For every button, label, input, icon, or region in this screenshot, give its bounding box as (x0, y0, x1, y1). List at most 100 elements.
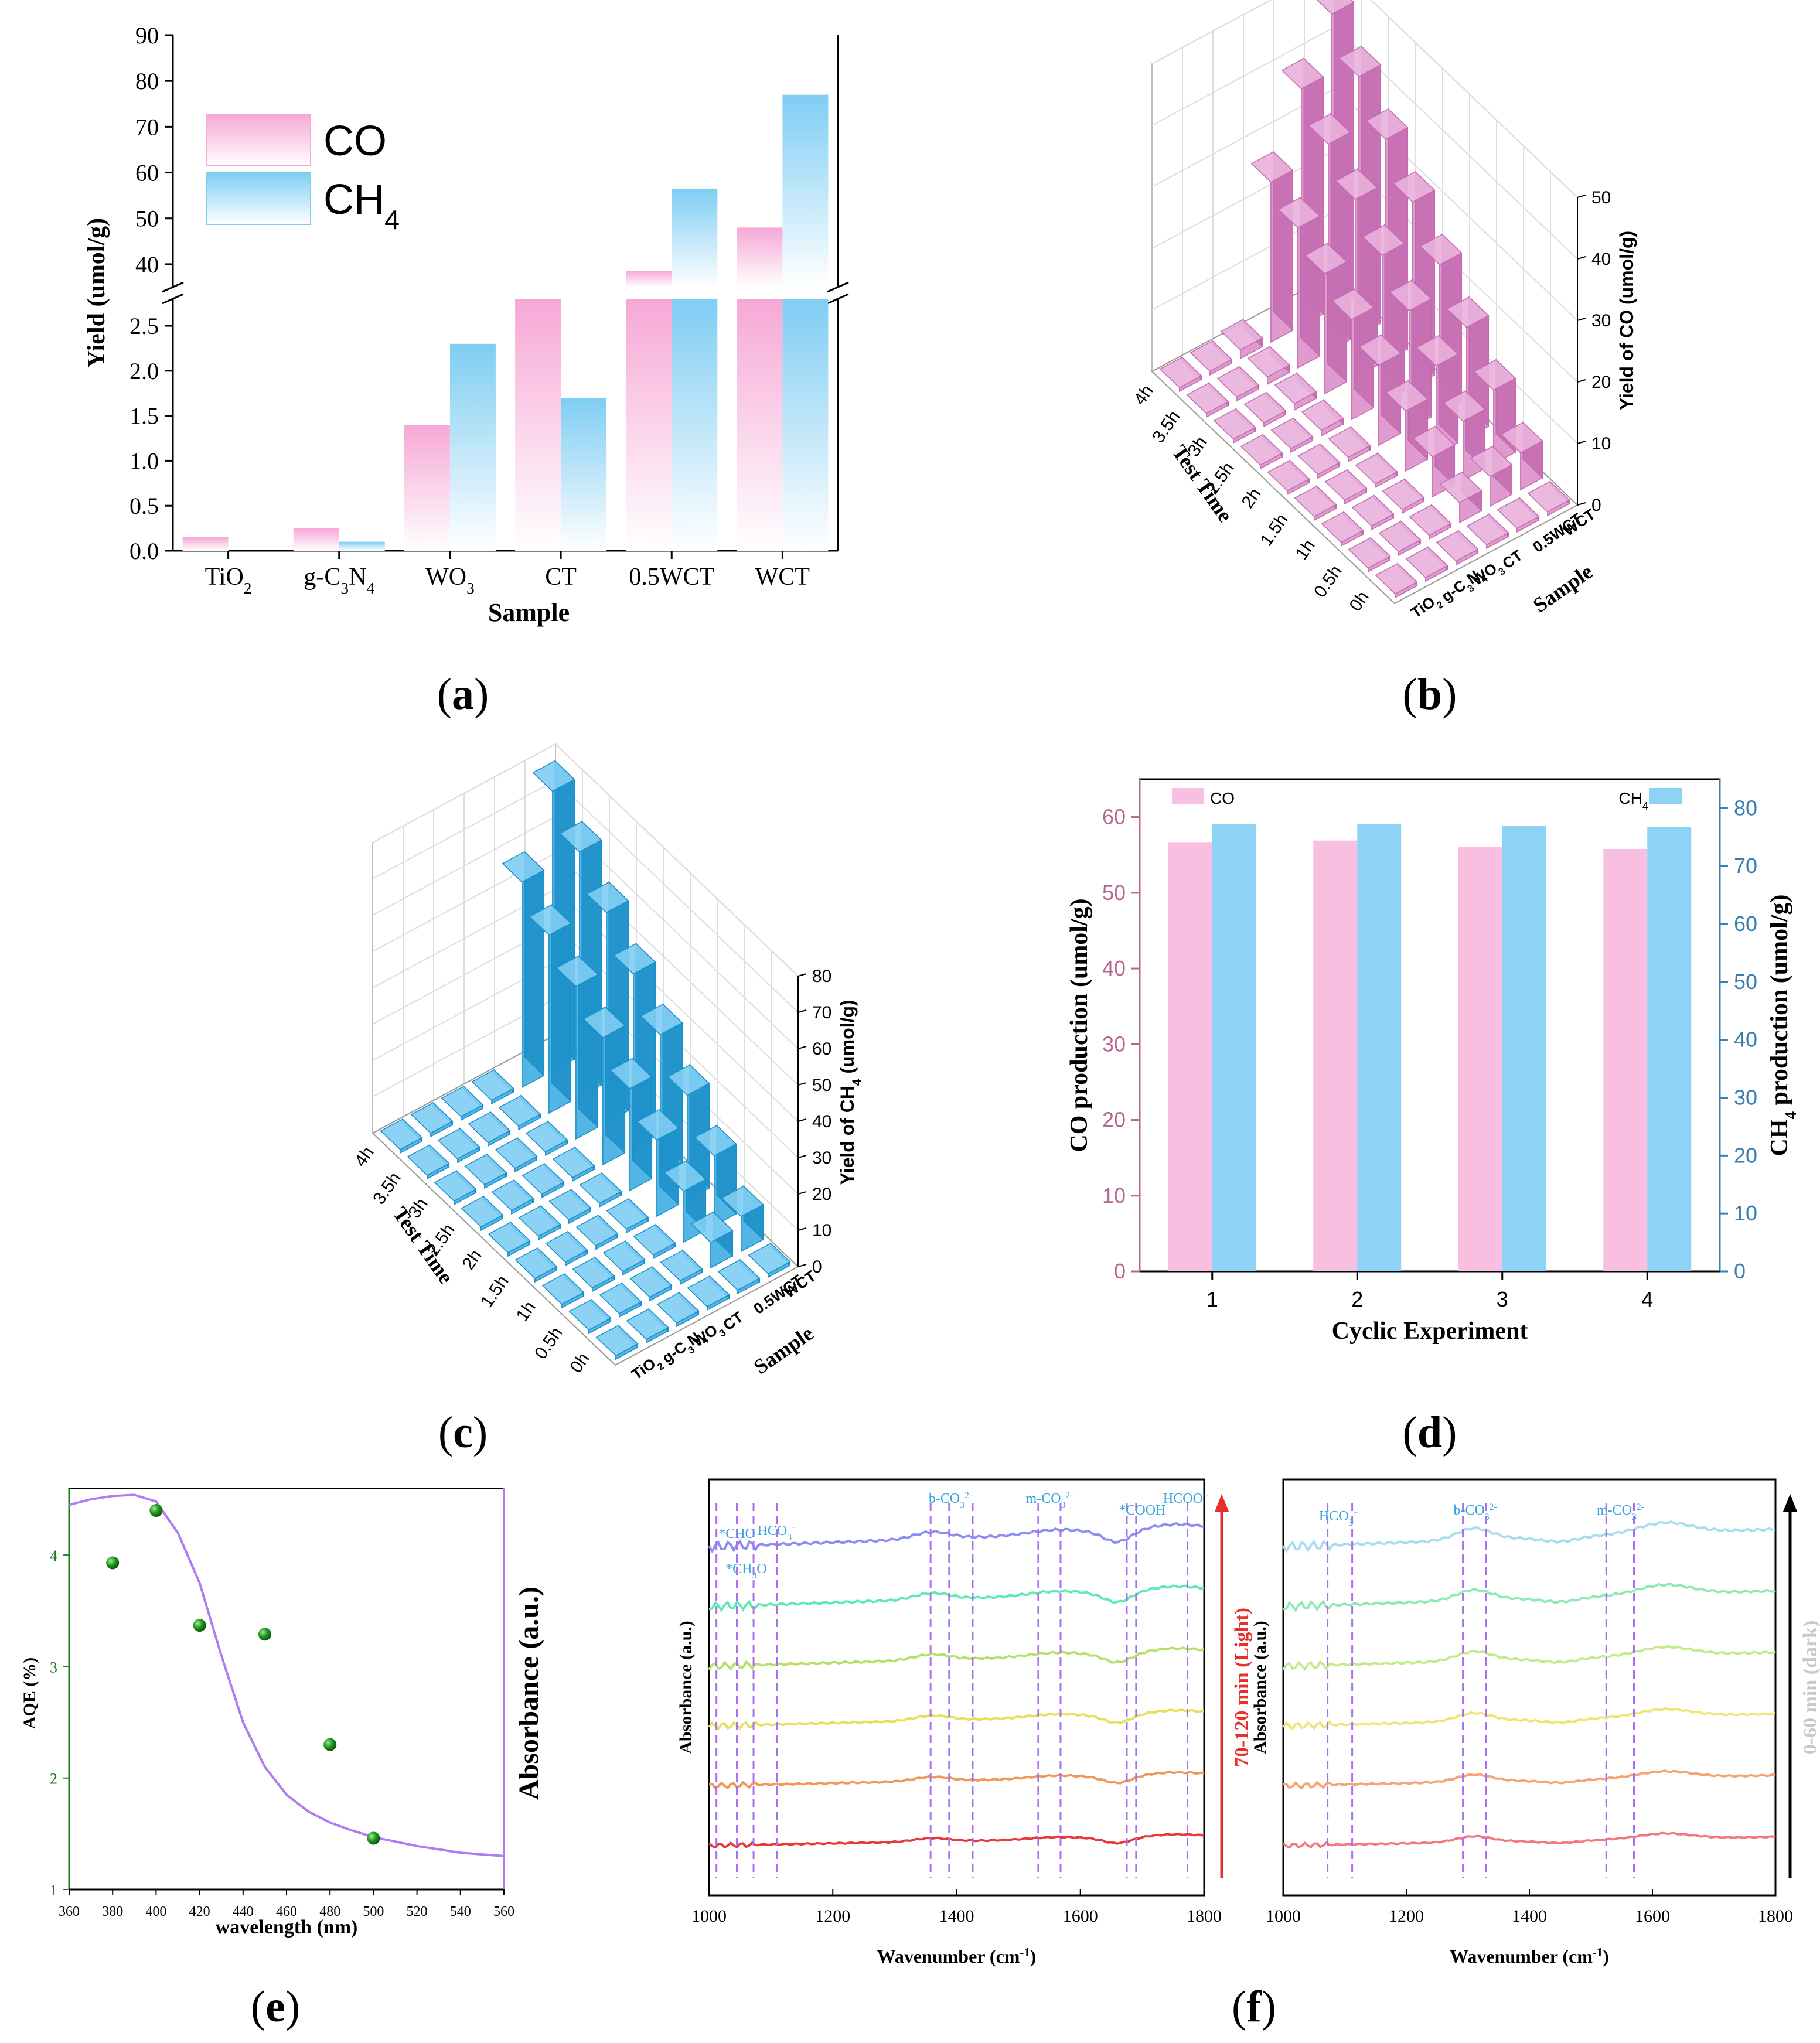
bar-co (1168, 842, 1212, 1271)
x-tick-label: 1400 (1512, 1906, 1547, 1926)
bar-top-face (464, 1154, 507, 1185)
x-tick-label: 1800 (1758, 1906, 1793, 1926)
bar-top-face (663, 1160, 707, 1192)
time-tick-label: 1h (513, 1298, 540, 1325)
bar-top-face (1316, 0, 1355, 15)
z-axis-title: Yield of CH4 (umol/g) (837, 1000, 864, 1185)
bar-top-face (1392, 171, 1436, 203)
y-axis-title: Yield (umol/g) (83, 218, 110, 368)
panel-f-light-chart: 1000 1200 1400 1600 1800 Wavenumber (cm-1) Abs… (676, 1478, 1253, 1967)
z-tick (797, 1264, 807, 1267)
peak-annotation: HCO3− (1319, 1508, 1358, 1528)
bar-top-face (1436, 530, 1479, 562)
time-tick-label: 1h (1292, 536, 1319, 563)
x-tick-label: 3 (1497, 1287, 1508, 1311)
panel-e-caption: (e) (251, 1982, 300, 2031)
right-tick-label: 20 (1734, 1143, 1757, 1167)
bar-top-face (613, 943, 656, 975)
bar-CH4 (561, 397, 607, 551)
spectrum-line (1283, 1769, 1776, 1790)
panel-b-chart: 0 10 20 30 40 50 Yield of CO (umol/g) 0h0.5h1h1… (1130, 0, 1637, 622)
y-tick-label: 60 (135, 160, 159, 186)
time-tick-label: 0.5h (531, 1324, 567, 1363)
bar-top-face (434, 1170, 477, 1202)
bar-top-face (609, 1058, 653, 1090)
y-tick-label: 2 (50, 1771, 57, 1788)
right-tick-label: 70 (1734, 854, 1757, 878)
bar-CO (182, 537, 229, 551)
panel-a-chart: 40 50 60 70 80 90 0.0 0.5 1.0 1.5 2.0 2.5 Yield (umo… (83, 22, 849, 627)
y-axis-title: Absorbance (a.u.) (1250, 1621, 1270, 1754)
bar-top-face (555, 955, 599, 987)
x-tick-label: 480 (319, 1904, 340, 1919)
peak-annotation: m-CO32- (1597, 1502, 1644, 1522)
bar-top-face (1297, 443, 1341, 475)
bar-CH4-upper (672, 188, 718, 287)
z-tick (797, 1227, 807, 1231)
peak-annotation: *COOH (1119, 1503, 1165, 1518)
panel-a-caption: (a) (437, 670, 489, 719)
z-tick-label: 10 (812, 1221, 831, 1240)
y-tick-label: 70 (135, 114, 159, 140)
left-tick-label: 30 (1102, 1032, 1126, 1056)
bar-top-face (636, 1109, 680, 1141)
bar-top-face (572, 1257, 615, 1288)
x-tick-label: 1600 (1635, 1906, 1670, 1926)
z-axis-title: Yield of CO (umol/g) (1616, 231, 1637, 410)
bar-top-face (488, 1222, 531, 1253)
time-label: 70-120 min (Light) (1231, 1608, 1253, 1767)
left-tick-label: 10 (1102, 1183, 1126, 1208)
axis-break-left (162, 281, 184, 305)
x-tick-label: 1200 (815, 1906, 850, 1926)
spectrum-line (708, 1522, 1205, 1554)
bar-top-face (380, 1118, 423, 1150)
right-tick-label: 40 (1734, 1028, 1757, 1052)
bar-top-face (1240, 434, 1283, 466)
bar-top-face (1294, 485, 1337, 517)
z-tick-label: 80 (812, 967, 831, 986)
bar-top-face (1439, 472, 1482, 503)
panel-f-caption: (f) (1232, 1982, 1276, 2031)
bar-top-face (660, 1250, 703, 1281)
z-tick-label: 0 (812, 1257, 822, 1277)
bar-top-face (529, 904, 572, 936)
left-tick-label: 0 (1114, 1259, 1126, 1283)
y-tick-label: 3 (50, 1659, 57, 1676)
bar-top-face (495, 1137, 538, 1169)
x-axis-title: wavelength (nm) (216, 1916, 358, 1938)
bar-top-face (437, 1128, 480, 1159)
time-tick-label: 0h (1346, 588, 1373, 615)
x-tick-label: g-C3N4 (304, 564, 374, 597)
bar-top-face (1159, 356, 1202, 388)
z-tick-label: 20 (1591, 373, 1611, 392)
z-tick-label: 50 (812, 1076, 831, 1095)
bar-top-face (717, 1259, 761, 1291)
bar-top-face (1321, 511, 1364, 543)
time-arrow-head (1783, 1494, 1797, 1512)
grid-line (1151, 0, 1578, 198)
time-tick-label: 4h (351, 1143, 378, 1170)
bar-top-face (626, 1308, 669, 1340)
panel-f-dark-chart: 1000 1200 1400 1600 1800 Wavenumber (cm-1) Abs… (1250, 1478, 1820, 1967)
x-axis-title: Cyclic Experiment (1332, 1318, 1528, 1345)
bar-top-face (748, 1243, 791, 1274)
aqe-point (149, 1504, 163, 1517)
bar-top-face (522, 1163, 565, 1195)
x-axis-title: Wavenumber (cm-1) (877, 1946, 1037, 1967)
bar-top-face (1274, 373, 1317, 404)
peak-annotation: b-CO32- (929, 1491, 972, 1510)
bar-top-face (595, 1325, 639, 1356)
bar-top-face (1497, 497, 1540, 529)
peak-annotation: m-CO32- (1026, 1491, 1073, 1510)
panel-c-chart: 0 10 20 30 40 50 60 70 80 Yield of CH4 (umol/g) 0h… (351, 742, 864, 1383)
right-axis-title: Absorbance (a.u.) (513, 1587, 544, 1800)
bar-top-face (1304, 243, 1348, 275)
x-tick-label: 2 (1351, 1287, 1363, 1311)
x-tick-label: 400 (145, 1904, 166, 1919)
left-tick-label: 20 (1102, 1108, 1126, 1132)
bar-top-face (514, 1247, 558, 1279)
z-tick (1577, 318, 1586, 321)
legend-label-co: CO (323, 118, 387, 165)
bar-CO (404, 425, 450, 551)
